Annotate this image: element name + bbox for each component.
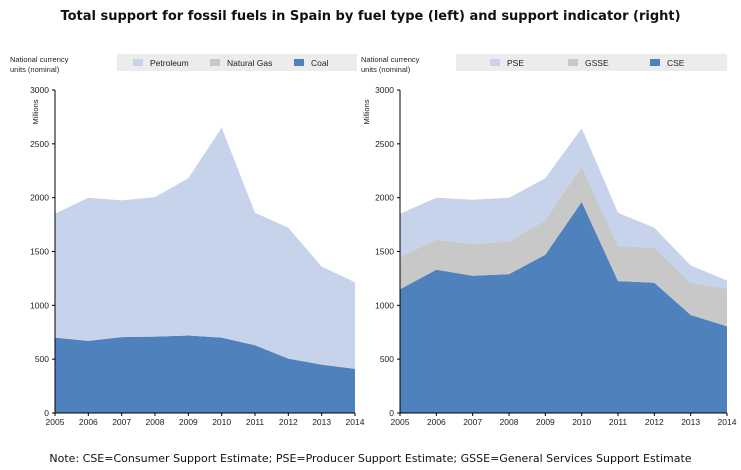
x-tick-label: 2014 xyxy=(346,417,365,427)
y-axis-label: Millions xyxy=(31,99,40,124)
legend-label-coal: Coal xyxy=(311,58,329,68)
legend-background xyxy=(456,54,727,71)
unit-label-line-1: National currency xyxy=(361,55,420,64)
legend-swatch-pse xyxy=(490,59,500,66)
y-tick-label: 1500 xyxy=(375,247,394,257)
x-tick-label: 2009 xyxy=(179,417,198,427)
x-tick-label: 2010 xyxy=(572,417,591,427)
y-tick-label: 500 xyxy=(35,354,49,364)
x-tick-label: 2007 xyxy=(112,417,131,427)
x-tick-label: 2005 xyxy=(46,417,65,427)
x-tick-label: 2005 xyxy=(391,417,410,427)
area-series-cse xyxy=(400,202,727,413)
y-tick-label: 500 xyxy=(380,354,394,364)
area-series-gsse xyxy=(400,166,727,327)
y-tick-label: 3000 xyxy=(375,85,394,95)
x-tick-label: 2014 xyxy=(718,417,737,427)
chart-note: Note: CSE=Consumer Support Estimate; PSE… xyxy=(49,452,692,465)
x-tick-label: 2012 xyxy=(279,417,298,427)
y-tick-label: 1000 xyxy=(375,300,394,310)
legend-label-pse: PSE xyxy=(507,58,524,68)
x-tick-label: 2007 xyxy=(463,417,482,427)
x-tick-label: 2006 xyxy=(427,417,446,427)
x-tick-label: 2009 xyxy=(536,417,555,427)
legend-swatch-cse xyxy=(650,59,660,66)
y-tick-label: 2000 xyxy=(30,193,49,203)
area-series-petroleum xyxy=(55,127,355,369)
legend-swatch-natural-gas xyxy=(210,59,220,66)
y-tick-label: 1000 xyxy=(30,300,49,310)
x-tick-label: 2008 xyxy=(146,417,165,427)
legend-background xyxy=(117,54,357,71)
legend-swatch-coal xyxy=(294,59,304,66)
y-tick-label: 0 xyxy=(389,408,394,418)
chart-panel-1: Petroleum Natural Gas Coal National currenc… xyxy=(10,54,365,427)
legend-label-gsse: GSSE xyxy=(585,58,609,68)
y-tick-label: 1500 xyxy=(30,247,49,257)
y-tick-label: 2500 xyxy=(30,139,49,149)
x-tick-label: 2008 xyxy=(500,417,519,427)
legend-label-natural-gas: Natural Gas xyxy=(227,58,272,68)
legend-label-cse: CSE xyxy=(667,58,685,68)
x-tick-label: 2010 xyxy=(212,417,231,427)
y-tick-label: 2000 xyxy=(375,193,394,203)
area-series-coal xyxy=(55,335,355,413)
area-series-pse xyxy=(400,128,727,289)
x-tick-label: 2013 xyxy=(681,417,700,427)
chart-title: Total support for fossil fuels in Spain … xyxy=(60,9,681,24)
legend-swatch-petroleum xyxy=(133,59,143,66)
x-tick-label: 2012 xyxy=(645,417,664,427)
x-tick-label: 2013 xyxy=(312,417,331,427)
legend-swatch-gsse xyxy=(568,59,578,66)
x-tick-label: 2011 xyxy=(246,417,265,427)
unit-label-line-2: units (nominal) xyxy=(361,65,411,74)
y-tick-label: 2500 xyxy=(375,139,394,149)
unit-label-line-1: National currency xyxy=(10,55,69,64)
y-tick-label: 3000 xyxy=(30,85,49,95)
x-tick-label: 2006 xyxy=(79,417,98,427)
y-axis-label: Millions xyxy=(362,99,371,124)
x-tick-label: 2011 xyxy=(609,417,628,427)
y-tick-label: 0 xyxy=(44,408,49,418)
legend-label-petroleum: Petroleum xyxy=(150,58,189,68)
unit-label-line-2: units (nominal) xyxy=(10,65,60,74)
